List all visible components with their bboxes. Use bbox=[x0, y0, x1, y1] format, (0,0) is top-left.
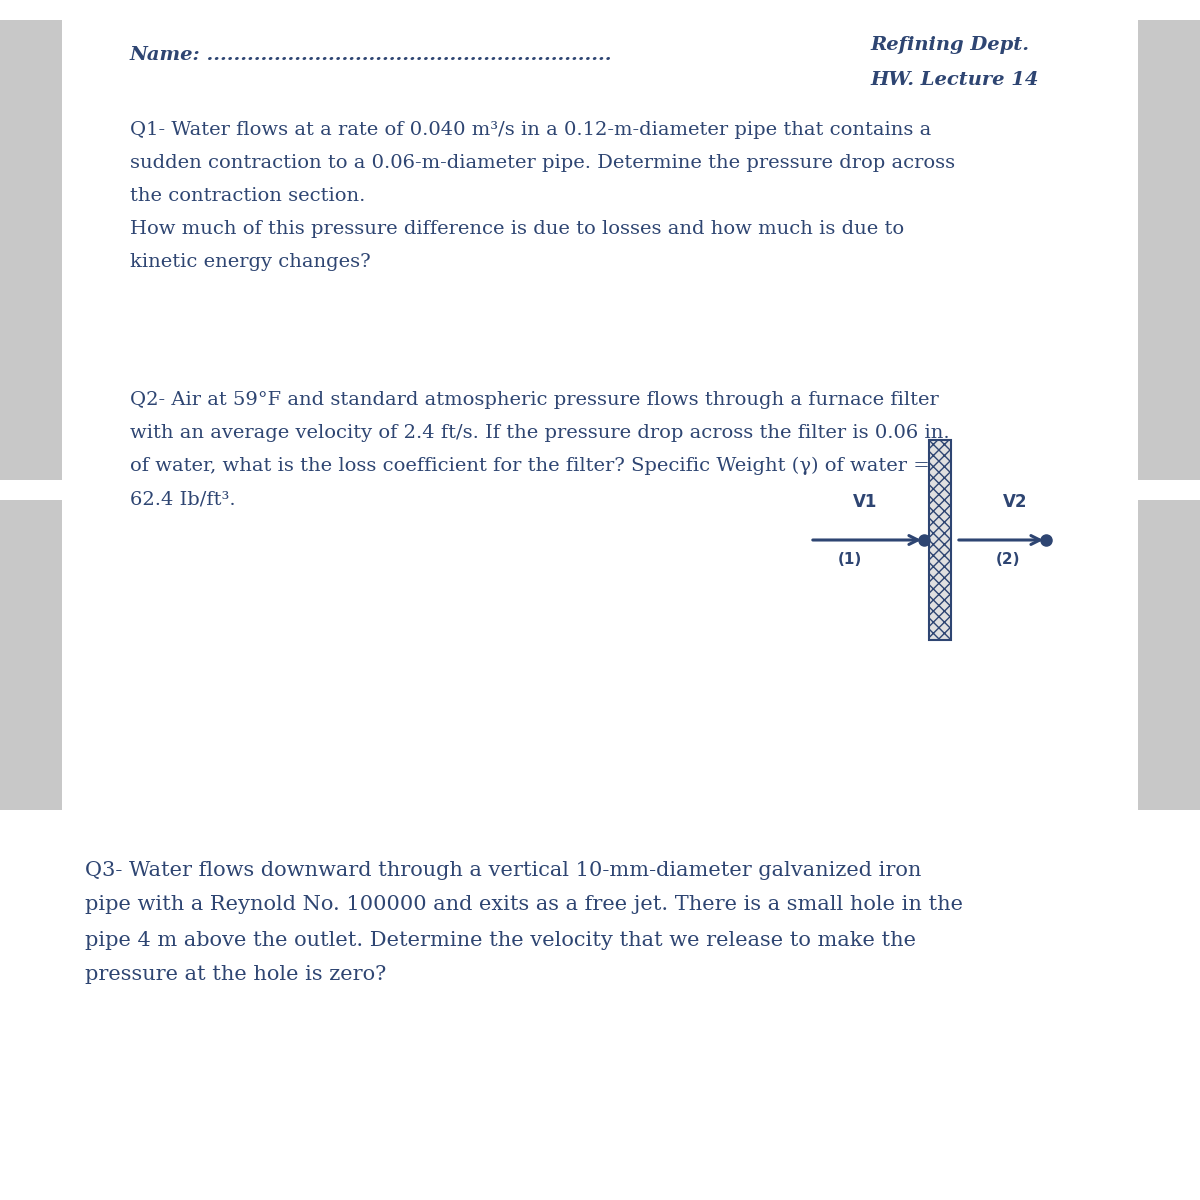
Text: How much of this pressure difference is due to losses and how much is due to: How much of this pressure difference is … bbox=[130, 220, 904, 238]
Text: 62.4 Ib/ft³.: 62.4 Ib/ft³. bbox=[130, 490, 235, 508]
Bar bbox=[929, 440, 952, 640]
Text: sudden contraction to a 0.06-m-diameter pipe. Determine the pressure drop across: sudden contraction to a 0.06-m-diameter … bbox=[130, 154, 955, 172]
Text: (2): (2) bbox=[996, 552, 1020, 568]
Text: pipe 4 m above the outlet. Determine the velocity that we release to make the: pipe 4 m above the outlet. Determine the… bbox=[85, 930, 916, 949]
Bar bbox=[0, 20, 62, 480]
Text: HW. Lecture 14: HW. Lecture 14 bbox=[870, 71, 1038, 89]
Bar bbox=[1138, 20, 1200, 480]
Bar bbox=[0, 500, 62, 810]
Text: V1: V1 bbox=[853, 493, 877, 511]
Text: Q1- Water flows at a rate of 0.040 m³/s in a 0.12-m-diameter pipe that contains : Q1- Water flows at a rate of 0.040 m³/s … bbox=[130, 121, 931, 139]
Text: (1): (1) bbox=[838, 552, 862, 568]
Bar bbox=[1138, 500, 1200, 810]
Text: of water, what is the loss coefficient for the filter? Specific Weight (γ) of wa: of water, what is the loss coefficient f… bbox=[130, 457, 930, 475]
Text: the contraction section.: the contraction section. bbox=[130, 187, 365, 205]
Text: with an average velocity of 2.4 ft/s. If the pressure drop across the filter is : with an average velocity of 2.4 ft/s. If… bbox=[130, 424, 949, 442]
Text: V2: V2 bbox=[1003, 493, 1027, 511]
Text: pressure at the hole is zero?: pressure at the hole is zero? bbox=[85, 966, 386, 984]
Text: pipe with a Reynold No. 100000 and exits as a free jet. There is a small hole in: pipe with a Reynold No. 100000 and exits… bbox=[85, 895, 964, 914]
Text: Q2- Air at 59°F and standard atmospheric pressure flows through a furnace filter: Q2- Air at 59°F and standard atmospheric… bbox=[130, 391, 938, 409]
Text: Q3- Water flows downward through a vertical 10-mm-diameter galvanized iron: Q3- Water flows downward through a verti… bbox=[85, 860, 922, 880]
Text: kinetic energy changes?: kinetic energy changes? bbox=[130, 253, 371, 271]
Text: Name: ............................................................: Name: ..................................… bbox=[130, 46, 612, 64]
Text: Refining Dept.: Refining Dept. bbox=[870, 36, 1030, 54]
